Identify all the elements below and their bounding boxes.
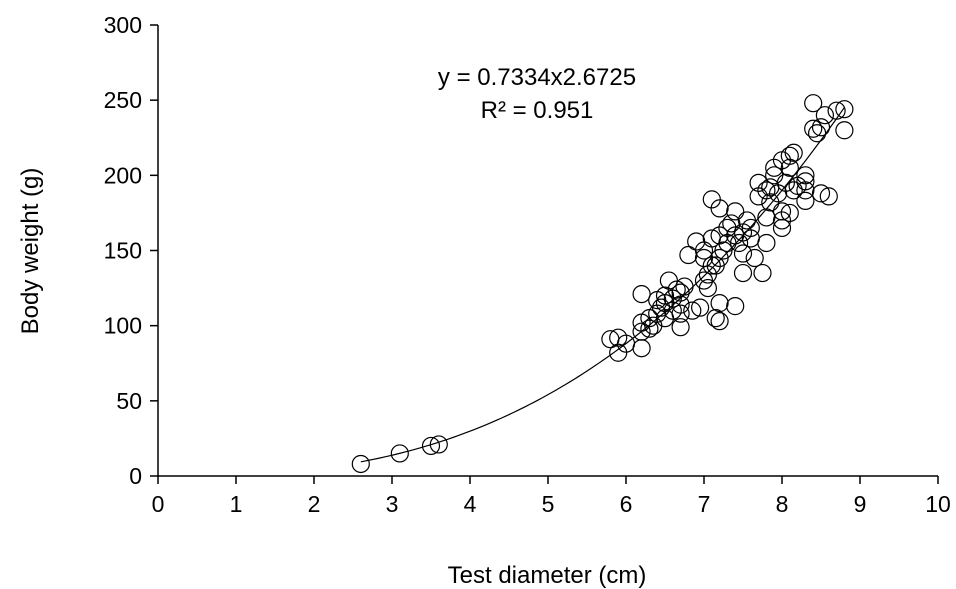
data-points	[351, 94, 854, 474]
data-point	[733, 263, 753, 283]
x-tick-label: 10	[925, 491, 951, 517]
data-point	[757, 181, 776, 200]
data-point	[675, 277, 694, 296]
data-point	[784, 181, 803, 200]
data-point	[749, 173, 768, 192]
data-point	[796, 191, 815, 210]
data-point	[632, 339, 651, 358]
data-point	[429, 435, 448, 454]
x-tick-label: 5	[542, 491, 555, 517]
x-ticks: 0 1 2 3 4 5 6 7 8 9 10	[152, 476, 951, 517]
data-point	[780, 146, 799, 165]
trendline	[360, 107, 845, 463]
axes	[157, 25, 938, 477]
data-point	[835, 100, 854, 119]
data-point	[390, 444, 409, 463]
data-point	[351, 454, 370, 474]
data-point	[640, 319, 659, 338]
data-point	[827, 101, 846, 120]
data-point	[421, 436, 441, 456]
y-tick-label: 250	[104, 87, 142, 113]
x-tick-label: 2	[308, 491, 321, 517]
x-tick-label: 3	[386, 491, 399, 517]
data-point	[679, 245, 698, 265]
y-tick-label: 300	[104, 12, 142, 38]
data-point	[765, 158, 784, 177]
data-point	[651, 298, 671, 317]
data-point	[780, 203, 799, 223]
data-point	[722, 214, 741, 233]
trendline-equation: y = 0.7334x2.6725	[438, 64, 636, 91]
data-point	[835, 121, 854, 140]
data-point	[807, 124, 827, 143]
data-point	[784, 143, 803, 162]
data-point	[671, 304, 690, 323]
data-point	[772, 211, 792, 230]
data-point	[729, 233, 749, 253]
data-point	[710, 226, 729, 245]
data-point	[780, 158, 799, 177]
data-point	[804, 94, 823, 113]
data-point	[655, 286, 675, 305]
data-point	[710, 312, 729, 331]
data-point	[776, 173, 796, 192]
y-tick-label: 50	[116, 388, 142, 414]
x-axis-title: Test diameter (cm)	[448, 562, 647, 589]
data-point	[726, 202, 745, 221]
r-squared-label: R² = 0.951	[481, 97, 594, 124]
data-point	[726, 297, 745, 316]
data-point	[811, 118, 831, 137]
y-tick-label: 100	[104, 313, 142, 339]
y-ticks: 0 50 100 150 200 250 300	[104, 12, 158, 489]
data-point	[757, 208, 776, 227]
data-point	[702, 256, 721, 275]
data-point	[710, 294, 729, 313]
data-point	[632, 285, 651, 304]
data-point	[796, 166, 815, 185]
x-tick-label: 1	[230, 491, 243, 517]
data-point	[772, 202, 792, 221]
data-point	[690, 298, 710, 317]
data-point	[671, 283, 690, 302]
data-point	[811, 184, 831, 203]
data-point	[632, 322, 651, 341]
data-point	[765, 166, 784, 185]
data-point	[667, 280, 686, 299]
data-point	[718, 233, 737, 253]
data-point	[671, 318, 690, 337]
y-axis-title: Body weight (g)	[17, 168, 44, 335]
data-point	[772, 218, 792, 238]
y-tick-label: 150	[104, 238, 142, 264]
data-point	[757, 233, 776, 253]
data-point	[815, 106, 835, 125]
x-tick-label: 8	[776, 491, 789, 517]
data-point	[733, 244, 753, 263]
x-tick-label: 0	[152, 491, 165, 517]
x-tick-label: 7	[698, 491, 711, 517]
data-point	[753, 263, 772, 283]
x-tick-label: 4	[464, 491, 477, 517]
data-point	[741, 218, 760, 238]
data-point	[710, 199, 729, 218]
y-tick-label: 200	[104, 162, 142, 188]
data-point	[804, 119, 823, 138]
data-point	[741, 229, 760, 248]
data-point	[671, 295, 690, 314]
data-point	[745, 248, 764, 268]
x-tick-label: 9	[854, 491, 867, 517]
data-point	[698, 278, 718, 298]
data-point	[796, 172, 815, 191]
data-point	[819, 187, 838, 206]
y-tick-label: 0	[129, 463, 142, 489]
data-point	[683, 301, 702, 320]
data-point	[796, 181, 815, 200]
x-tick-label: 6	[620, 491, 633, 517]
data-point	[706, 309, 725, 328]
